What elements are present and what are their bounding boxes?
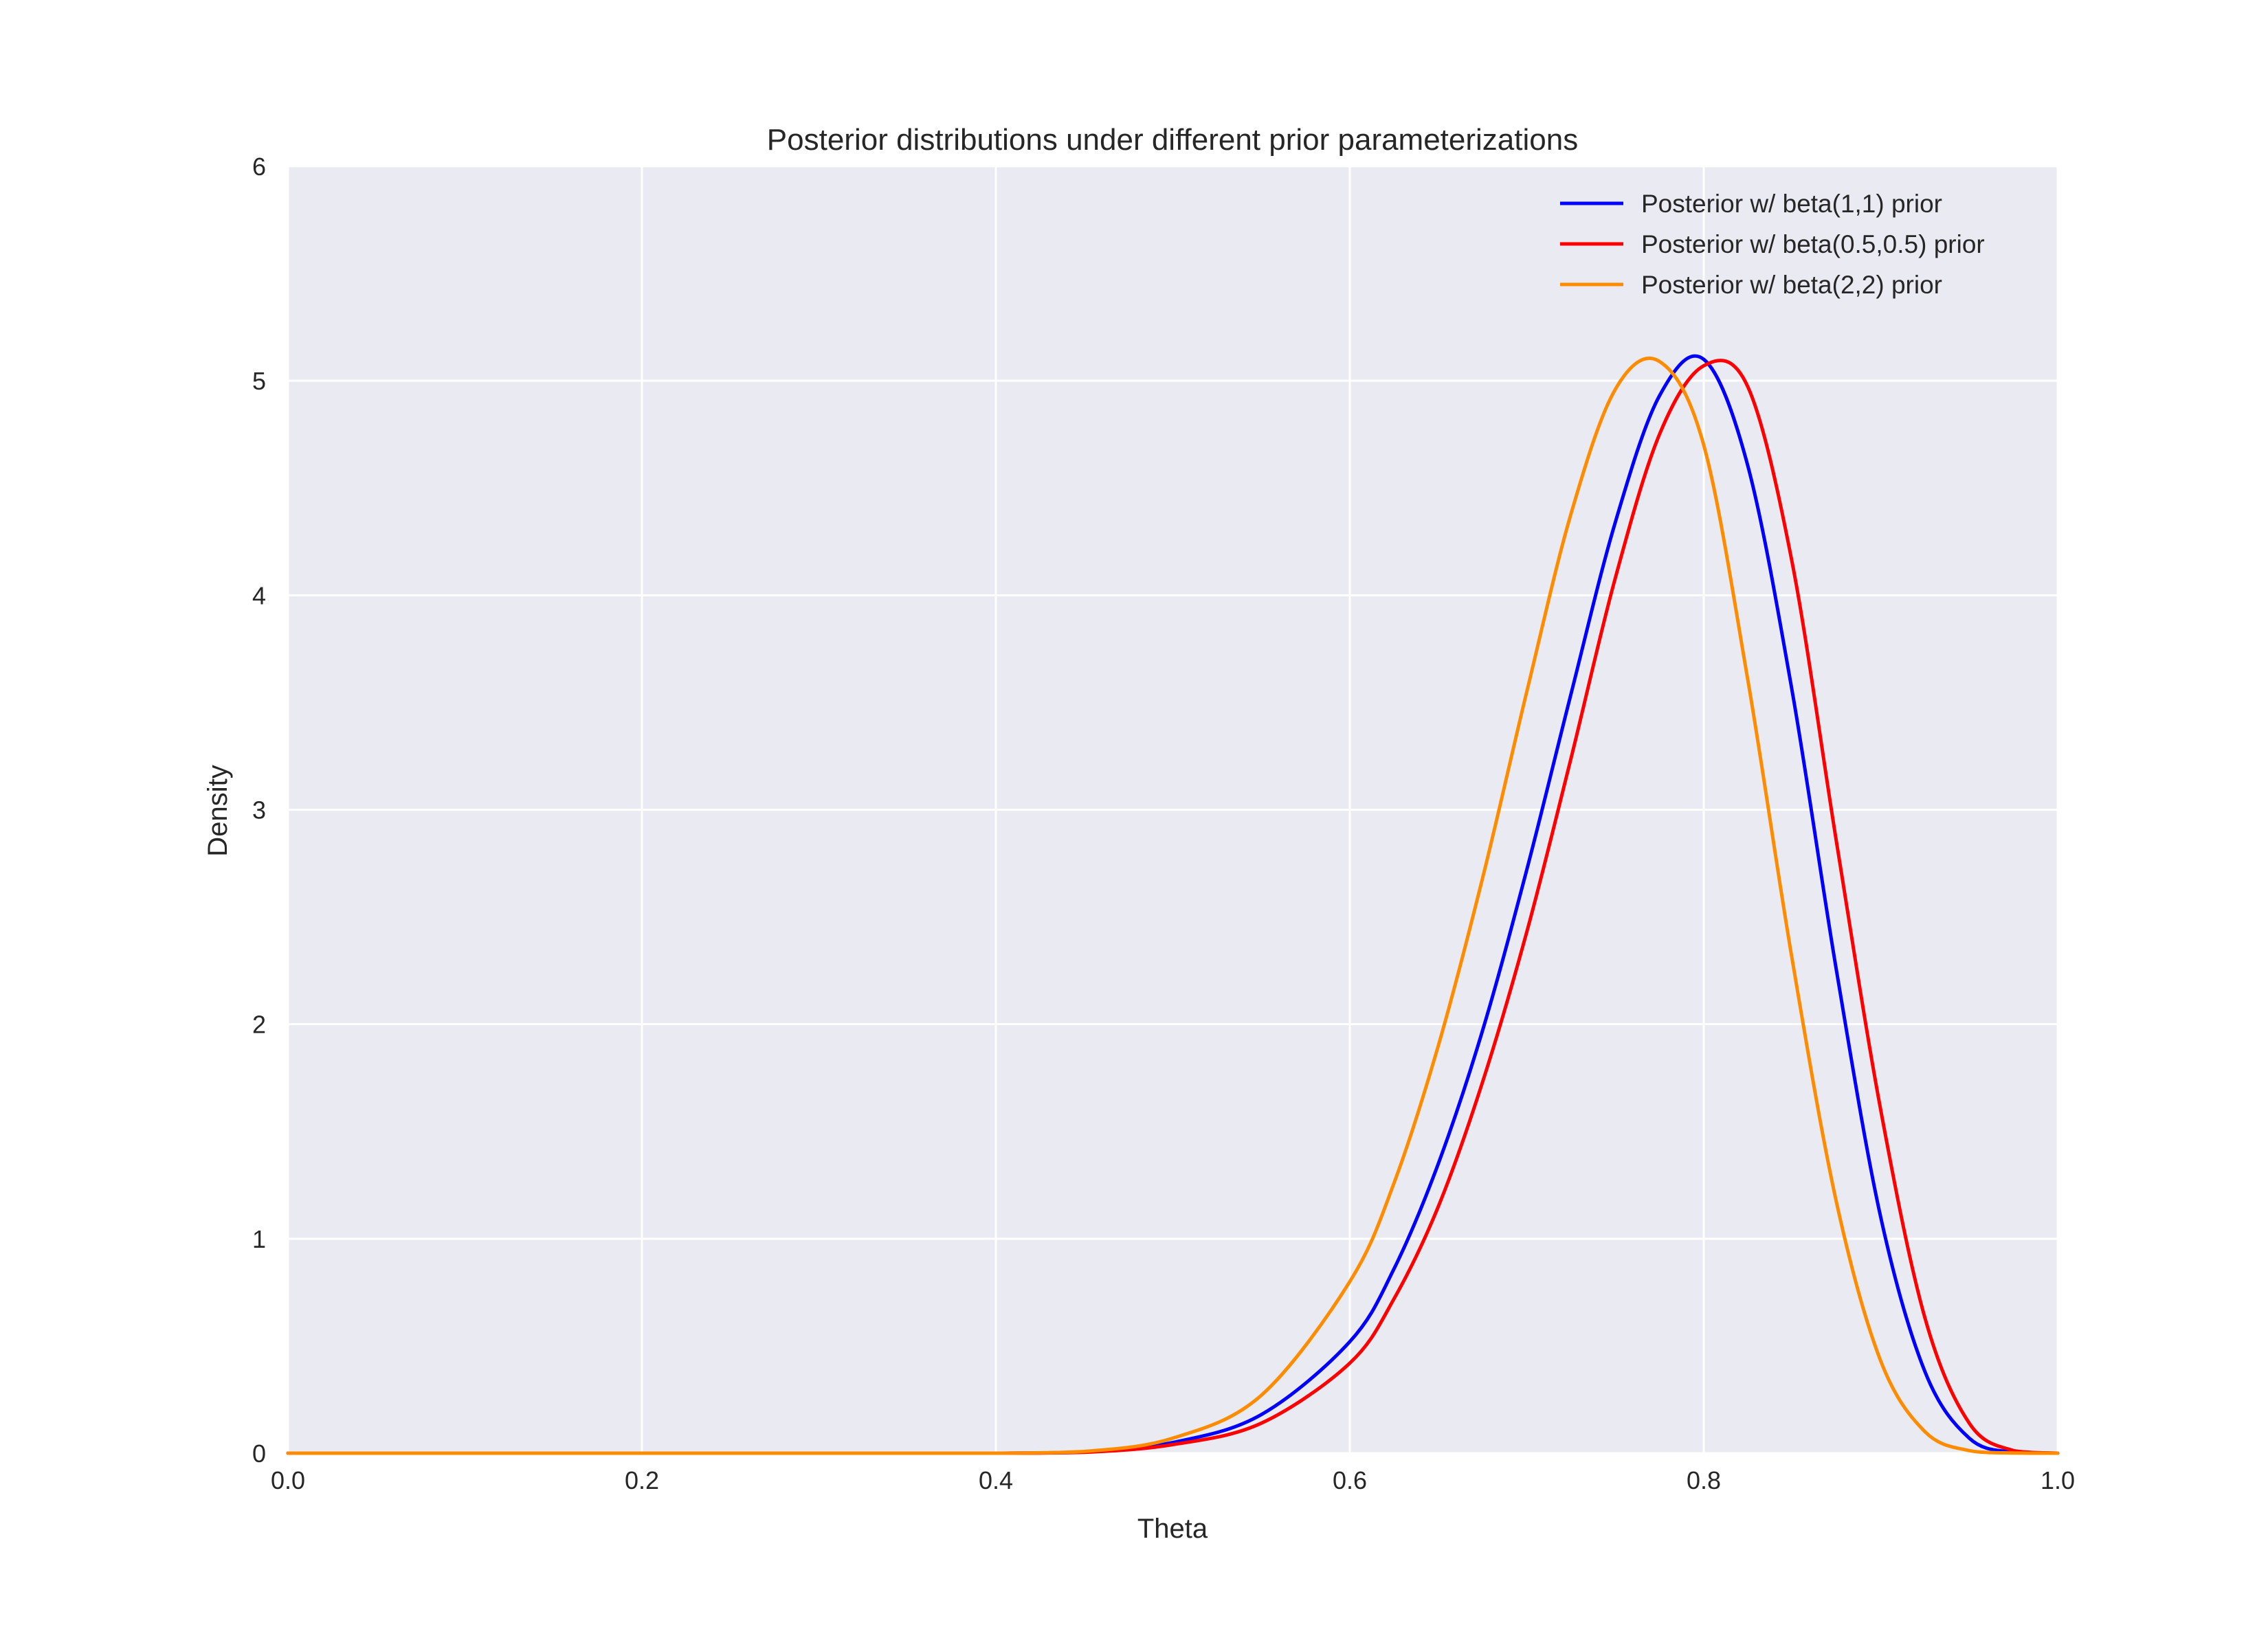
series-line xyxy=(286,357,2060,1455)
series-lines xyxy=(286,354,2060,1455)
y-tick-label: 4 xyxy=(252,581,266,609)
chart-title: Posterior distributions under different … xyxy=(767,123,1578,157)
x-tick-label: 0.0 xyxy=(271,1466,305,1494)
x-tick-label: 0.2 xyxy=(625,1466,659,1494)
x-tick-label: 0.4 xyxy=(979,1466,1013,1494)
legend-label: Posterior w/ beta(1,1) prior xyxy=(1641,190,1942,218)
y-axis-label: Density xyxy=(203,765,233,856)
tick-labels: 0.0 0.2 0.4 0.6 0.8 1.0 0 1 2 3 4 5 6 xyxy=(252,153,2075,1494)
legend-label: Posterior w/ beta(2,2) prior xyxy=(1641,271,1942,299)
y-tick-label: 6 xyxy=(252,153,266,181)
x-tick-label: 0.6 xyxy=(1333,1466,1367,1494)
x-tick-label: 1.0 xyxy=(2041,1466,2075,1494)
y-tick-label: 5 xyxy=(252,367,266,395)
y-tick-label: 3 xyxy=(252,796,266,824)
y-tick-label: 1 xyxy=(252,1225,266,1253)
grid xyxy=(287,165,2059,1455)
x-axis-label: Theta xyxy=(1137,1514,1208,1544)
y-tick-label: 2 xyxy=(252,1011,266,1039)
legend: Posterior w/ beta(1,1) prior Posterior w/… xyxy=(1560,190,1985,299)
legend-label: Posterior w/ beta(0.5,0.5) prior xyxy=(1641,230,1985,258)
x-tick-label: 0.8 xyxy=(1687,1466,1721,1494)
y-tick-label: 0 xyxy=(252,1439,266,1468)
